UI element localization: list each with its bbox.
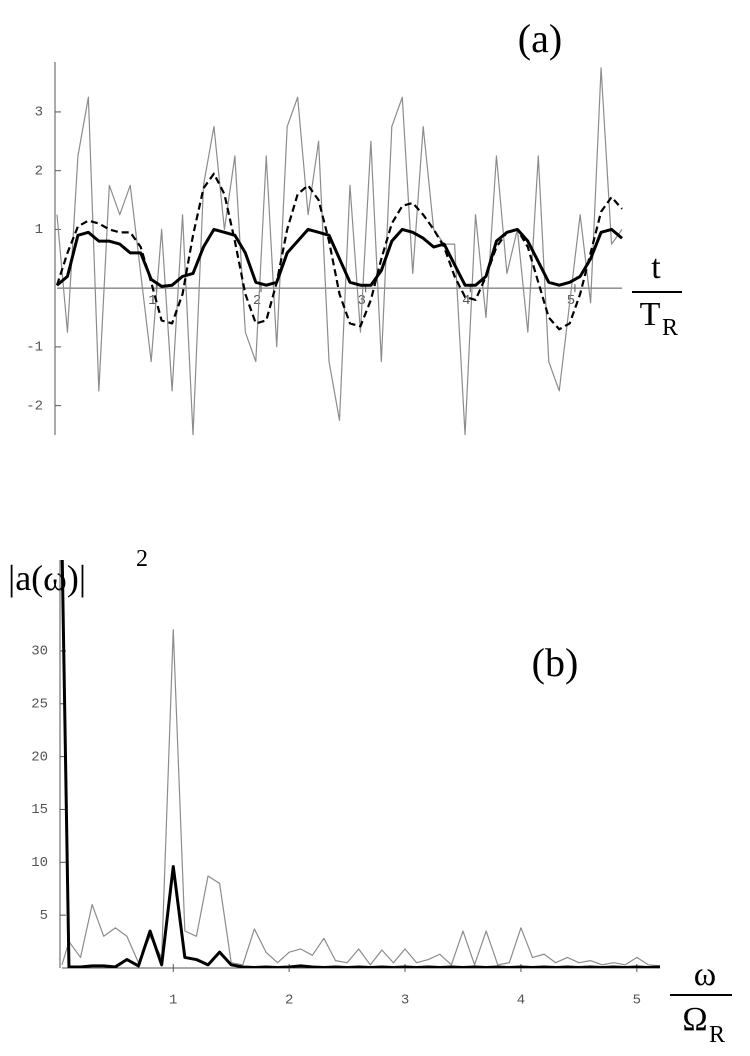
data-line (56, 227, 623, 288)
y-tick-label: 30 (31, 644, 48, 660)
x-tick-label: 5 (633, 993, 641, 1009)
y-tick-label: 15 (31, 802, 48, 818)
data-line (60, 560, 661, 968)
panel-label: (a) (518, 16, 562, 61)
y-tick-label: 2 (35, 163, 43, 179)
y-tick-label: 20 (31, 749, 48, 765)
y-tick-label: 10 (31, 855, 48, 871)
data-line (55, 172, 623, 331)
y-label: |a(ω)| (8, 558, 86, 598)
x-tick-label: 4 (462, 293, 470, 309)
y-tick-label: 3 (35, 105, 43, 121)
x-tick-label: 1 (148, 293, 156, 309)
x-label-top: t (651, 249, 661, 286)
x-label-top: ω (694, 956, 716, 993)
panel-label: (b) (532, 640, 579, 685)
data-line (56, 67, 623, 435)
x-label-sub: R (709, 1022, 725, 1048)
x-tick-label: 2 (253, 293, 261, 309)
x-tick-label: 3 (401, 993, 409, 1009)
y-tick-label: -2 (26, 398, 43, 414)
x-tick-label: 4 (517, 993, 525, 1009)
x-tick-label: 2 (285, 993, 293, 1009)
x-tick-label: 1 (169, 993, 177, 1009)
y-label-sup: 2 (136, 546, 148, 572)
x-label-sub: R (662, 315, 678, 341)
y-tick-label: -1 (26, 340, 43, 356)
x-tick-label: 5 (567, 293, 575, 309)
x-label-bottom: Ω (682, 1001, 707, 1038)
y-tick-label: 5 (40, 908, 48, 924)
x-label-bottom: T (640, 296, 661, 333)
y-tick-label: 25 (31, 696, 48, 712)
y-tick-label: 1 (35, 222, 43, 238)
